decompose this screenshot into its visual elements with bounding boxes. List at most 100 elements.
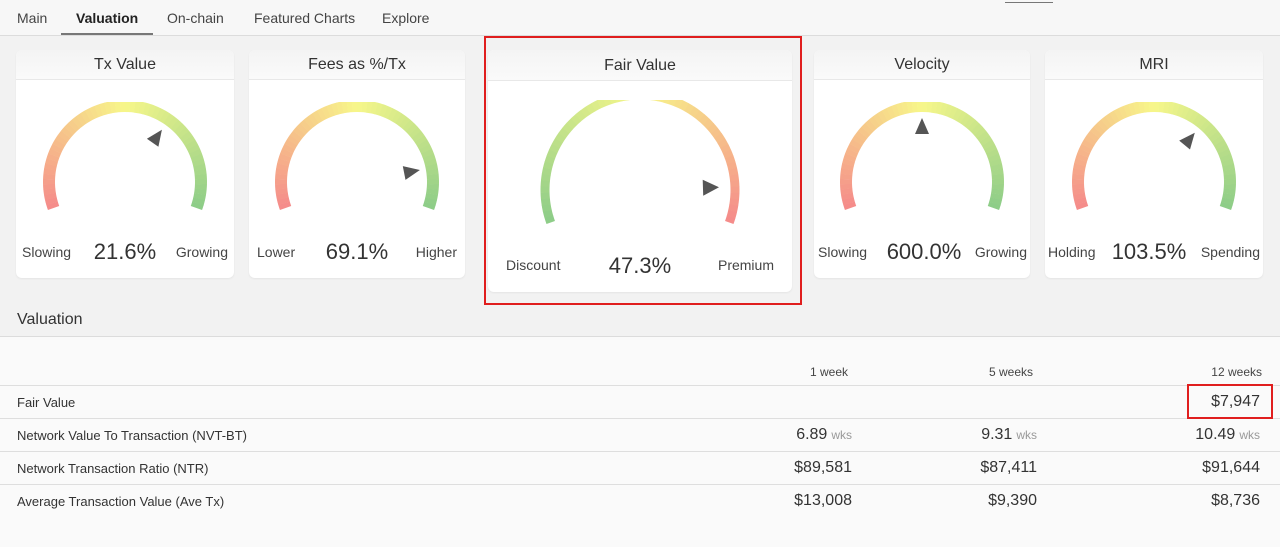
gauge-arc-segment: [841, 197, 855, 206]
gauge-arc-segment: [1223, 188, 1236, 196]
gauge-pointer-icon: [1179, 132, 1195, 150]
gauge-arc-segment: [277, 158, 291, 167]
gauge-arc-segment: [408, 126, 422, 139]
gauge-arc-segment: [840, 188, 853, 195]
gauge-arc-segment: [321, 105, 332, 119]
gauge-right-label: Growing: [974, 244, 1027, 260]
gauge-arc-segment: [341, 102, 349, 114]
gauge-arc-segment: [845, 148, 859, 158]
gauge-right-label: Premium: [717, 257, 774, 273]
gauge-title: Tx Value: [16, 50, 234, 80]
gauge-arc-segment: [1217, 148, 1231, 158]
gauge-left-label: Holding: [1048, 244, 1096, 260]
gauge-tx-value: [43, 102, 207, 211]
tab-bar: Main Valuation On-chain Featured Charts …: [0, 0, 1280, 36]
cell-12-weeks: $8,736: [1211, 492, 1260, 509]
gauge-arc-segment: [857, 126, 871, 139]
gauge-arc-segment: [1093, 122, 1106, 135]
gauge-arc-segment: [990, 163, 1003, 171]
gauge-arc-segment: [1105, 113, 1117, 126]
gauge-right-label: Growing: [175, 244, 228, 260]
gauge-left-label: Slowing: [22, 244, 72, 260]
gauge-pointer-icon: [915, 118, 929, 134]
gauge-arc-segment: [1075, 153, 1089, 162]
gauge-velocity: [840, 102, 1004, 211]
gauge-arc-segment: [1162, 102, 1170, 114]
gauge-arc-segment: [179, 130, 193, 143]
tab-on-chain[interactable]: On-chain: [167, 10, 224, 26]
row-label: Network Value To Transaction (NVT-BT): [17, 428, 247, 443]
table-row-fair-value: Fair Value $7,947: [0, 385, 1280, 418]
cell-1-week: $89,581: [794, 459, 852, 476]
active-tab-indicator: [61, 33, 153, 35]
gauge-arc-segment: [981, 139, 995, 150]
gauge-arc-segment: [370, 102, 379, 115]
gauge-arc-segment: [991, 188, 1004, 196]
gauge-arc-segment: [398, 116, 411, 129]
gauge-arc-segment: [847, 143, 861, 154]
gauge-arc-segment: [1223, 168, 1236, 176]
gauge-arc-segment: [1074, 158, 1088, 167]
gauge-arc-segment: [146, 104, 156, 118]
column-header-5-weeks: 5 weeks: [988, 365, 1033, 379]
gauge-arc-segment: [286, 134, 300, 146]
column-header-12-weeks: 12 weeks: [1211, 365, 1262, 379]
tab-explore[interactable]: Explore: [382, 10, 430, 26]
gauge-arc-segment: [1205, 126, 1219, 139]
gauge-pointer-icon: [702, 179, 719, 196]
gauge-arc-segment: [935, 102, 944, 115]
gauge-arc-segment: [1073, 197, 1087, 206]
gauge-arc-segment: [402, 119, 415, 132]
gauge-arc-segment: [94, 104, 104, 118]
gauge-arc-segment: [155, 108, 166, 122]
gauge-arc-segment: [425, 163, 438, 171]
gauge-value: 69.1%: [325, 239, 389, 264]
gauge-arc-segment: [1188, 110, 1199, 124]
gauge-arc-segment: [973, 126, 987, 139]
tab-featured-charts[interactable]: Featured Charts: [254, 10, 356, 26]
gauge-arc-segment: [275, 188, 288, 195]
gauge-left-label: Slowing: [818, 244, 868, 260]
gauge-arc-segment: [603, 100, 612, 107]
gauge-arc-segment: [194, 168, 207, 176]
gauge-arc-segment: [989, 197, 1003, 206]
table-row-ntr: Network Transaction Ratio (NTR) $89,581 …: [0, 451, 1280, 484]
gauge-arc-segment: [861, 122, 874, 135]
gauge-arc-segment: [276, 197, 290, 206]
gauge-arc-segment: [276, 163, 289, 171]
gauge-arc-segment: [851, 134, 865, 146]
gauge-arc-segment: [89, 105, 100, 119]
gauge-value: 103.5%: [1111, 239, 1187, 264]
gauge-arc-segment: [1219, 201, 1233, 211]
gauge-arc-segment: [976, 130, 990, 143]
gauge-arc-segment: [1113, 107, 1124, 121]
gauge-arc-segment: [1072, 188, 1085, 195]
gauge-arc-segment: [99, 102, 108, 116]
gauge-arc-segment: [1175, 104, 1185, 118]
gauge-arc-segment: [1219, 153, 1233, 163]
tab-main[interactable]: Main: [17, 10, 48, 26]
gauge-arc-segment: [1123, 104, 1133, 118]
cell-12-weeks: 10.49 wks: [1195, 426, 1260, 443]
gauge-arc-segment: [1222, 192, 1235, 201]
gauge-arc-segment: [1072, 192, 1086, 200]
gauge-arc-segment: [43, 192, 57, 200]
gauge-arc-segment: [422, 153, 436, 163]
tab-valuation[interactable]: Valuation: [76, 10, 139, 26]
gauge-arc-segment: [1079, 143, 1093, 154]
gauge-arc-segment: [1167, 102, 1176, 115]
gauge-arc-segment: [331, 102, 340, 116]
gauge-arc-segment: [76, 113, 88, 126]
gauge-arc-segment: [901, 102, 909, 115]
gauge-arc-segment: [43, 188, 56, 195]
gauge-arc-segment: [987, 201, 1001, 211]
gauge-arc-segment: [1215, 143, 1230, 154]
gauge-arc-segment: [426, 188, 439, 196]
gauge-arc-segment: [387, 108, 398, 122]
gauge-arc-segment: [308, 113, 320, 126]
gauge-arc-segment: [46, 201, 60, 211]
gauge-arc-segment: [1100, 116, 1113, 129]
gauge-arc-segment: [948, 105, 958, 120]
gauge-arc-segment: [405, 123, 418, 136]
gauge-arc-segment: [1171, 102, 1181, 116]
